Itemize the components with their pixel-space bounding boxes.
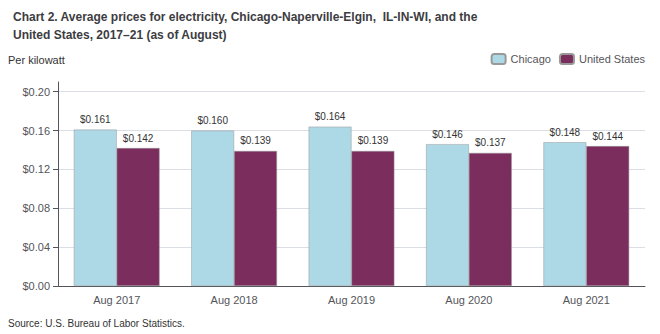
svg-text:$0.142: $0.142: [123, 133, 154, 144]
svg-text:United States: United States: [579, 53, 646, 65]
svg-text:Chart 2. Average prices for el: Chart 2. Average prices for electricity,…: [13, 10, 478, 24]
svg-text:$0.12: $0.12: [22, 163, 50, 175]
svg-text:Aug 2019: Aug 2019: [328, 294, 375, 306]
svg-text:$0.16: $0.16: [22, 125, 50, 137]
svg-text:$0.144: $0.144: [592, 131, 623, 142]
svg-text:Aug 2021: Aug 2021: [563, 294, 610, 306]
svg-text:$0.139: $0.139: [240, 135, 271, 146]
svg-text:Aug 2017: Aug 2017: [93, 294, 140, 306]
svg-text:$0.146: $0.146: [432, 129, 463, 140]
svg-text:Per kilowatt: Per kilowatt: [8, 54, 65, 66]
svg-text:$0.160: $0.160: [197, 115, 228, 126]
svg-text:$0.148: $0.148: [550, 127, 581, 138]
svg-text:$0.164: $0.164: [315, 111, 346, 122]
svg-text:$0.08: $0.08: [22, 202, 50, 214]
svg-text:$0.161: $0.161: [80, 114, 111, 125]
svg-text:$0.137: $0.137: [475, 137, 506, 148]
svg-text:$0.20: $0.20: [22, 86, 50, 98]
svg-text:$0.00: $0.00: [22, 280, 50, 292]
svg-text:$0.139: $0.139: [358, 135, 389, 146]
svg-text:United States, 2017–21 (as of: United States, 2017–21 (as of August): [13, 28, 227, 42]
svg-text:Chicago: Chicago: [511, 53, 551, 65]
svg-text:Aug 2018: Aug 2018: [211, 294, 258, 306]
svg-text:Aug 2020: Aug 2020: [445, 294, 492, 306]
svg-text:Source: U.S. Bureau of Labor S: Source: U.S. Bureau of Labor Statistics.: [8, 318, 185, 329]
svg-text:$0.04: $0.04: [22, 241, 50, 253]
